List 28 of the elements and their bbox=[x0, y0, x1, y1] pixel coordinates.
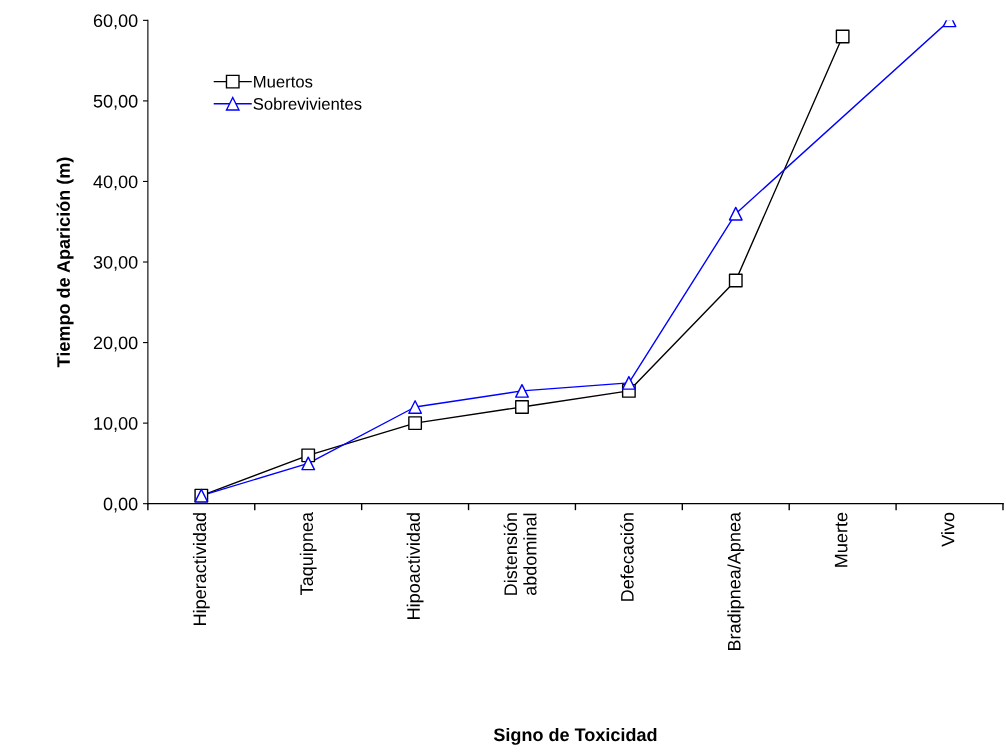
point bbox=[408, 416, 423, 431]
point bbox=[728, 206, 743, 221]
point bbox=[515, 400, 529, 414]
x-axis-title: Signo de Toxicidad bbox=[493, 727, 657, 745]
point bbox=[728, 273, 743, 288]
y-tick-label: 50,00 bbox=[93, 94, 138, 110]
point bbox=[408, 400, 423, 414]
x-tick-label: Defecación bbox=[620, 513, 634, 601]
point bbox=[621, 375, 636, 390]
x-tick-label: Hiperactividad bbox=[192, 513, 210, 625]
point bbox=[301, 456, 316, 471]
x-tick-label: Taquipnea bbox=[299, 512, 317, 595]
x-tick-label: Muerte bbox=[834, 512, 848, 567]
point bbox=[515, 383, 529, 398]
y-tick-label: 40,00 bbox=[93, 175, 138, 191]
x-tick-label: Distensión abdominal bbox=[503, 513, 537, 596]
x-tick-label: Bradipnea/Apnea bbox=[727, 512, 745, 651]
legend-label: Muertos bbox=[254, 75, 313, 88]
y-tick-label: 30,00 bbox=[93, 255, 138, 271]
legend-label: Sobrevivientes bbox=[253, 97, 362, 110]
y-tick-label: 20,00 bbox=[93, 336, 138, 352]
x-tick-label: Hipoactividad bbox=[406, 513, 424, 619]
x-tick-label: Vivo bbox=[941, 512, 955, 547]
y-tick-label: 0,00 bbox=[103, 497, 138, 513]
point bbox=[835, 29, 850, 44]
y-tick-label: 10,00 bbox=[94, 417, 138, 432]
y-axis-title: Tiempo de Aparición (m) bbox=[56, 157, 74, 368]
y-tick-label: 60,00 bbox=[93, 14, 138, 30]
